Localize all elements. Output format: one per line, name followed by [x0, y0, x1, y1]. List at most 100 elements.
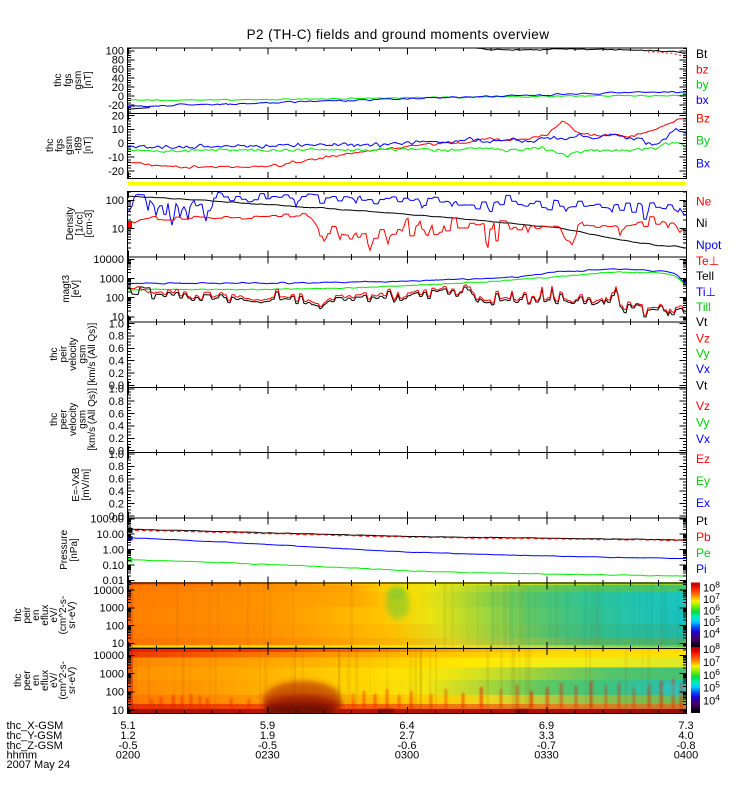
svg-text:Density: Density	[65, 207, 76, 240]
svg-text:Pe: Pe	[696, 546, 711, 560]
svg-text:[km/s (All Qs)]: [km/s (All Qs)]	[87, 388, 98, 451]
svg-text:10.00: 10.00	[96, 529, 124, 541]
svg-text:en: en	[31, 610, 42, 621]
svg-text:0.01: 0.01	[103, 575, 124, 587]
svg-text:1.00: 1.00	[103, 544, 124, 556]
svg-text:velocity: velocity	[68, 337, 79, 370]
svg-text:Vx: Vx	[696, 432, 710, 446]
svg-text:0.6: 0.6	[109, 408, 124, 420]
svg-text:thc: thc	[13, 674, 24, 687]
svg-text:eV/: eV/	[49, 607, 60, 622]
svg-text:1000: 1000	[100, 603, 124, 615]
svg-text:0.4: 0.4	[109, 356, 124, 368]
svg-text:sr-eV): sr-eV)	[67, 667, 78, 694]
svg-text:1000: 1000	[100, 668, 124, 680]
svg-text:By: By	[696, 134, 710, 148]
svg-text:thc: thc	[45, 139, 56, 152]
svg-text:[1/cc]: [1/cc]	[75, 211, 86, 235]
svg-text:1000: 1000	[100, 273, 124, 285]
svg-text:Pi: Pi	[696, 562, 707, 576]
svg-text:bx: bx	[696, 93, 709, 107]
svg-text:0.2: 0.2	[109, 368, 124, 380]
svg-text:thc_Y-GSM: thc_Y-GSM	[7, 730, 63, 742]
svg-text:Bx: Bx	[696, 157, 710, 171]
svg-text:0300: 0300	[395, 750, 419, 762]
svg-text:0330: 0330	[534, 750, 558, 762]
svg-text:10000: 10000	[93, 650, 124, 662]
svg-text:Vy: Vy	[696, 347, 710, 361]
svg-text:100: 100	[106, 293, 124, 305]
svg-text:thc_X-GSM: thc_X-GSM	[7, 720, 64, 732]
svg-text:0.2: 0.2	[109, 433, 124, 445]
svg-text:10000: 10000	[93, 254, 124, 266]
svg-text:Tell: Tell	[696, 269, 714, 283]
svg-text:0.2: 0.2	[109, 498, 124, 510]
svg-text:Bt: Bt	[696, 47, 708, 61]
svg-text:peir: peir	[59, 345, 70, 362]
svg-text:[mV/m]: [mV/m]	[81, 469, 92, 501]
svg-text:100: 100	[106, 687, 124, 699]
svg-text:20: 20	[112, 110, 124, 122]
svg-text:en: en	[31, 675, 42, 686]
svg-text:0.0: 0.0	[109, 380, 124, 392]
svg-text:5.1: 5.1	[120, 720, 135, 732]
svg-text:100: 100	[106, 620, 124, 632]
svg-text:-0.6: -0.6	[398, 740, 417, 752]
svg-text:-0.8: -0.8	[677, 740, 696, 752]
svg-text:fgs: fgs	[63, 73, 74, 86]
svg-text:1.0: 1.0	[109, 449, 124, 461]
svg-text:0.4: 0.4	[109, 421, 124, 433]
svg-text:1.0: 1.0	[109, 318, 124, 330]
svg-text:5.9: 5.9	[260, 720, 275, 732]
svg-text:Npot: Npot	[696, 238, 722, 252]
svg-text:10: 10	[112, 705, 124, 717]
svg-text:Vt: Vt	[696, 379, 708, 393]
svg-text:1.9: 1.9	[260, 730, 275, 742]
svg-text:E=-VxB: E=-VxB	[71, 467, 82, 502]
svg-text:[eV]: [eV]	[71, 280, 82, 298]
svg-text:0: 0	[118, 91, 124, 103]
svg-text:-20: -20	[108, 100, 124, 112]
svg-text:(cm^2-s-: (cm^2-s-	[58, 661, 69, 700]
svg-text:Ex: Ex	[696, 496, 710, 510]
svg-text:thc: thc	[49, 413, 60, 426]
svg-text:Vz: Vz	[696, 399, 710, 413]
svg-text:1.2: 1.2	[120, 730, 135, 742]
svg-text:Bz: Bz	[696, 111, 710, 125]
svg-text:-0.5: -0.5	[119, 740, 138, 752]
svg-text:3.3: 3.3	[539, 730, 554, 742]
svg-text:-10: -10	[108, 152, 124, 164]
svg-text:100.00: 100.00	[90, 514, 124, 526]
svg-text:40: 40	[112, 73, 124, 85]
svg-text:eflux: eflux	[40, 670, 51, 691]
svg-text:thc: thc	[13, 608, 24, 621]
svg-text:Vt: Vt	[696, 315, 708, 329]
svg-text:P2 (TH-C) fields and ground mo: P2 (TH-C) fields and ground moments over…	[247, 27, 550, 42]
svg-text:-t89: -t89	[74, 136, 85, 154]
svg-text:Vx: Vx	[696, 362, 710, 376]
svg-text:10: 10	[112, 124, 124, 136]
svg-text:Vz: Vz	[696, 331, 710, 345]
svg-text:[nT]: [nT]	[83, 137, 94, 154]
svg-text:(cm^2-s-: (cm^2-s-	[58, 596, 69, 635]
svg-text:Vy: Vy	[696, 416, 710, 430]
svg-text:Ey: Ey	[696, 474, 710, 488]
svg-text:gsm: gsm	[73, 71, 84, 90]
svg-text:0400: 0400	[674, 750, 698, 762]
svg-text:hhmm: hhmm	[7, 750, 38, 762]
svg-text:0.6: 0.6	[109, 343, 124, 355]
svg-text:0.8: 0.8	[109, 331, 124, 343]
svg-text:thc_Z-GSM: thc_Z-GSM	[7, 740, 63, 752]
svg-text:peer: peer	[59, 409, 70, 430]
svg-text:gsm: gsm	[78, 410, 89, 429]
svg-text:thc: thc	[49, 347, 60, 360]
svg-text:10: 10	[112, 638, 124, 650]
svg-text:0200: 0200	[116, 750, 140, 762]
svg-text:gsm: gsm	[78, 345, 89, 364]
svg-text:peer: peer	[22, 670, 33, 691]
svg-text:6.9: 6.9	[539, 720, 554, 732]
svg-text:[nT]: [nT]	[83, 71, 94, 88]
svg-text:0: 0	[118, 138, 124, 150]
svg-text:[km/s (All Qs)]: [km/s (All Qs)]	[87, 323, 98, 386]
svg-text:2007 May 24: 2007 May 24	[7, 759, 71, 771]
